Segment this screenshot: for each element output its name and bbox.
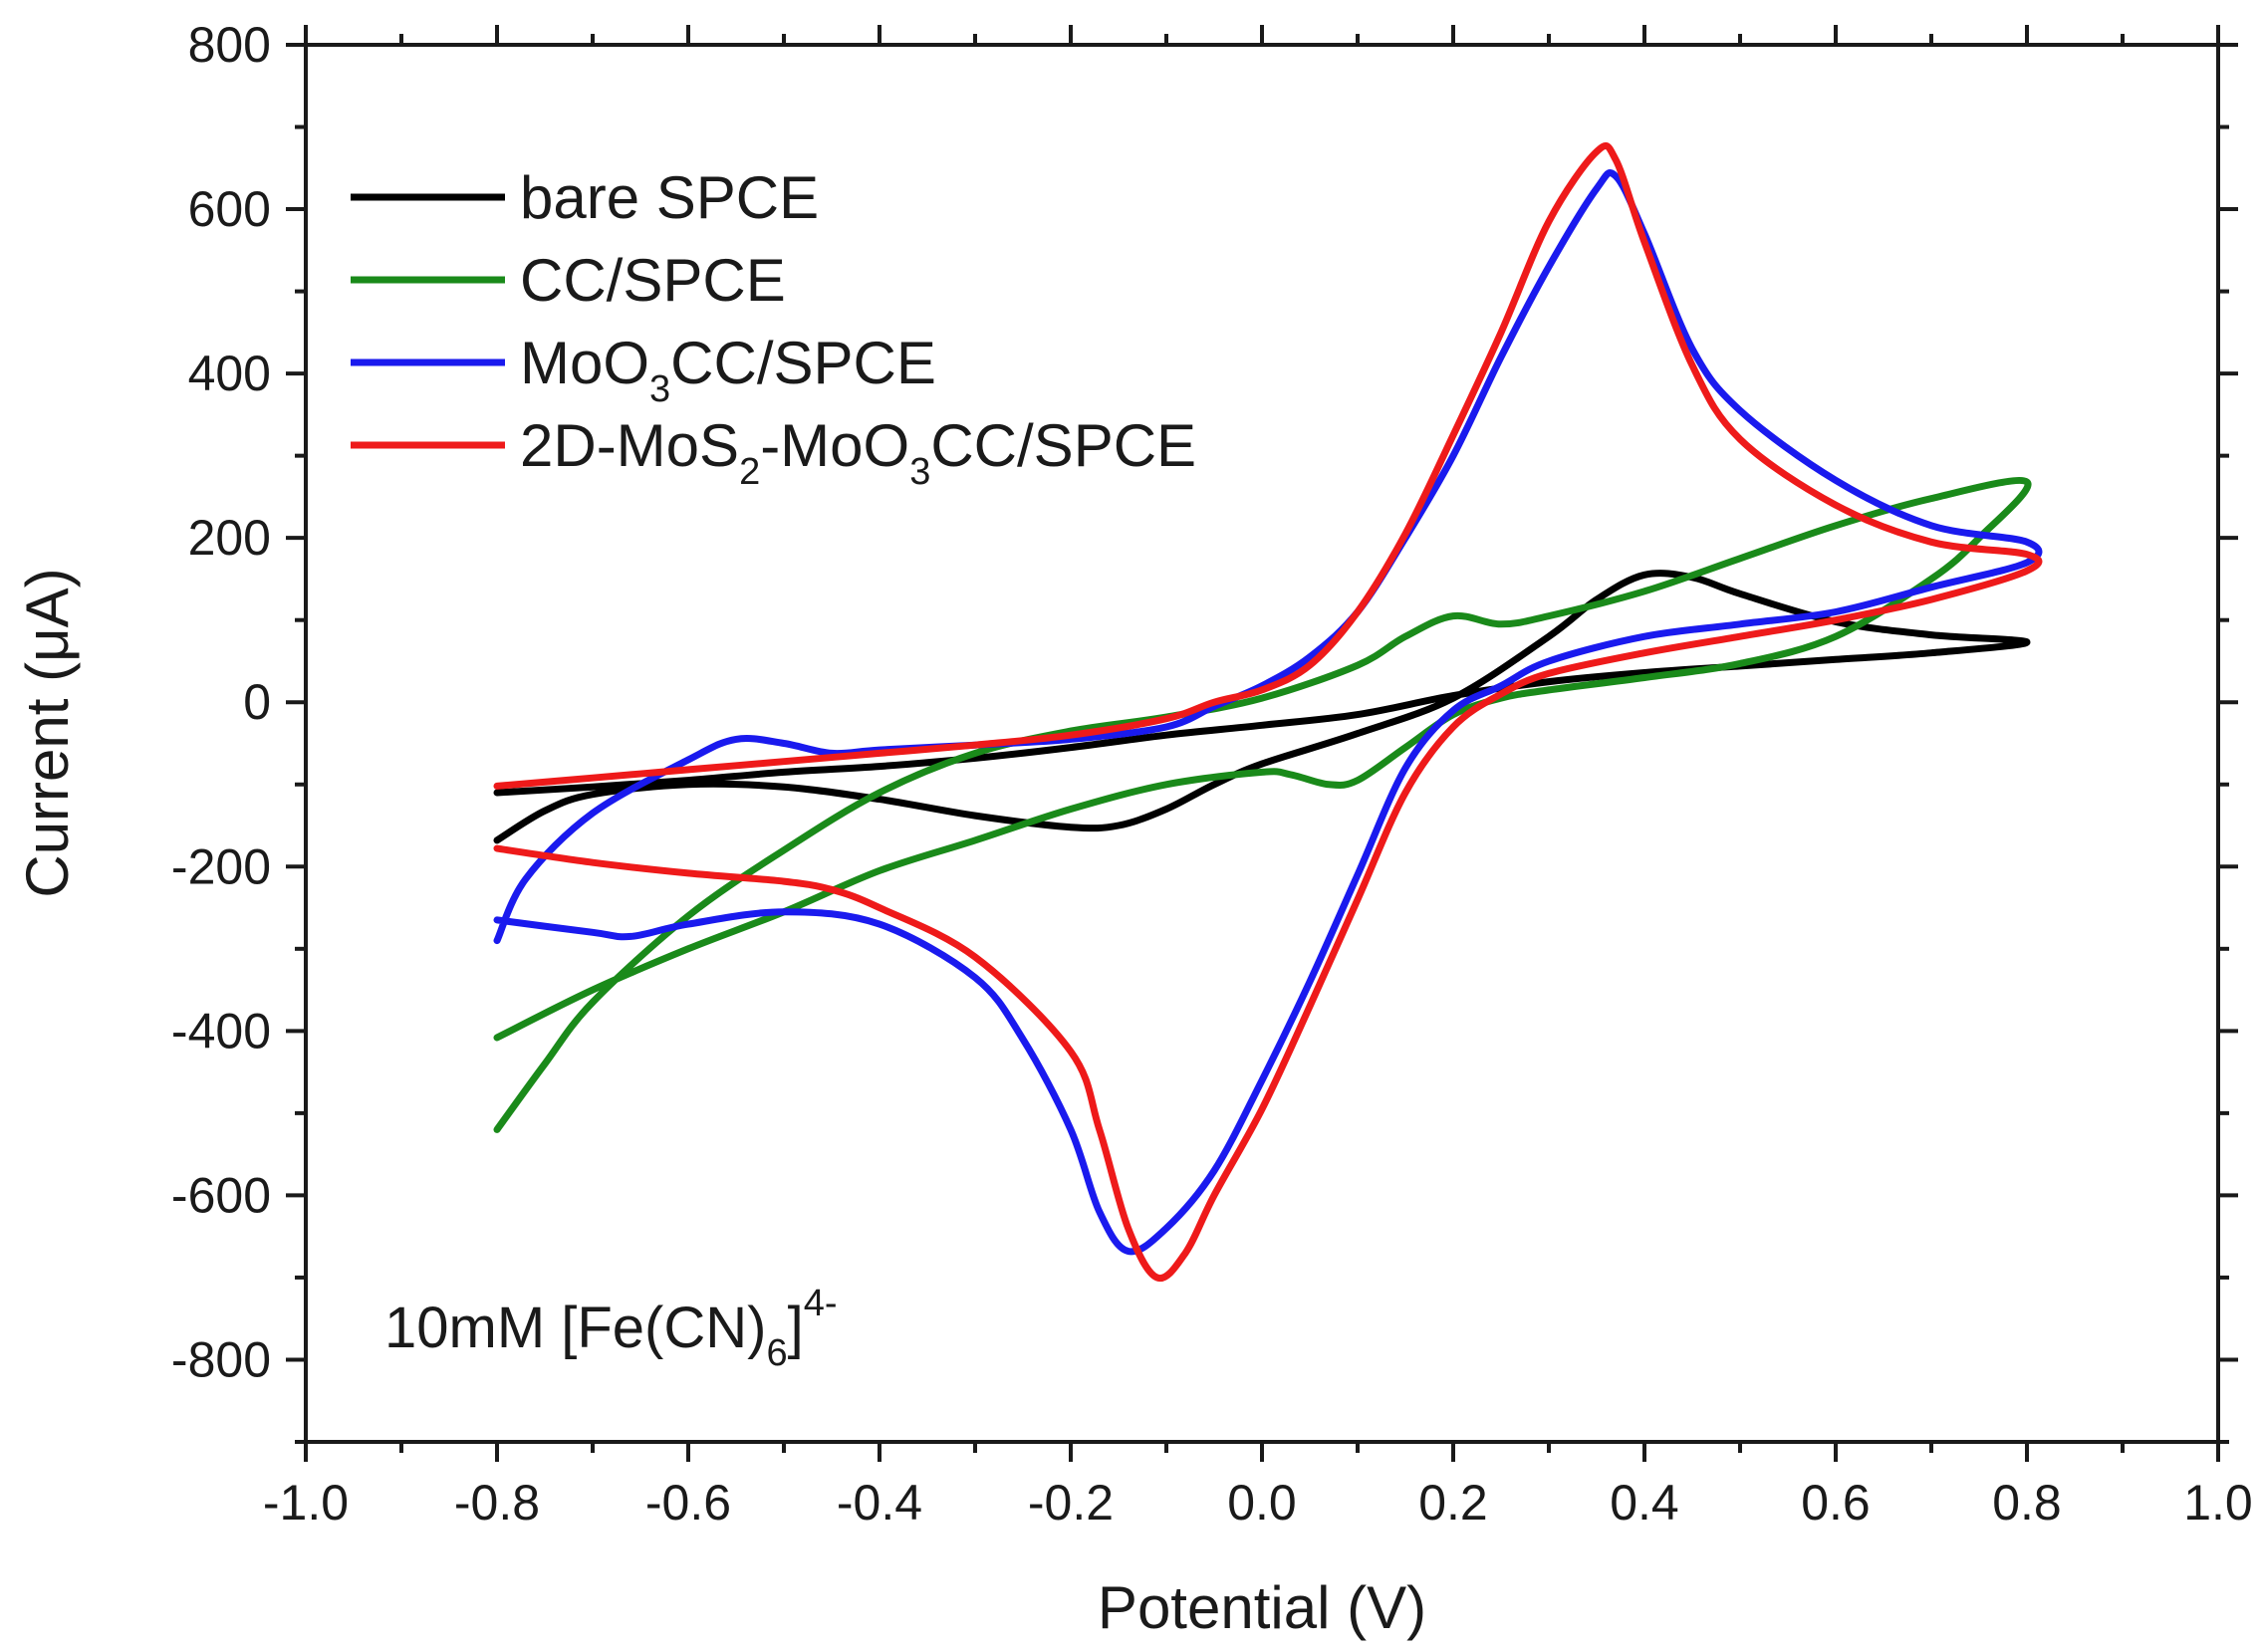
series-layer: [493, 141, 2043, 1283]
annotation-label: 10mM [Fe(CN)6]4-: [384, 1283, 838, 1374]
x-tick-label: -0.6: [645, 1475, 731, 1531]
x-tick-label: -0.4: [837, 1475, 922, 1531]
legend-label-3: MoO3CC/SPCE: [520, 330, 936, 410]
x-tick-label: -0.8: [454, 1475, 540, 1531]
x-tick-label: -1.0: [263, 1475, 349, 1531]
y-tick-label: -200: [171, 838, 271, 894]
series-line-1: [493, 570, 2031, 844]
y-tick-label: -800: [171, 1331, 271, 1387]
y-tick-label: 800: [188, 17, 271, 73]
annotation: 10mM [Fe(CN)6]4-: [384, 1283, 838, 1374]
x-tick-label: 0.6: [1801, 1475, 1871, 1531]
x-tick-label: 1.0: [2183, 1475, 2253, 1531]
y-axis-title: Current (μA): [14, 568, 81, 897]
series-line-4: [493, 141, 2043, 1283]
x-tick-label: 0.0: [1227, 1475, 1297, 1531]
y-tick-label: 400: [188, 346, 271, 401]
tick-labels-layer: -1.0 -0.8 -0.6 -0.4 -0.2 0.0 0.2 0.4 0.6 0.8 1.0 -8…: [171, 17, 2253, 1531]
legend-label-4: 2D-MoS2-MoO3CC/SPCE: [520, 412, 1196, 493]
x-tick-label: 0.4: [1610, 1475, 1679, 1531]
legend-label-1: bare SPCE: [520, 164, 819, 231]
y-tick-label: -600: [171, 1167, 271, 1223]
y-tick-label: 600: [188, 181, 271, 237]
legend-label-2: CC/SPCE: [520, 247, 786, 314]
y-tick-label: 200: [188, 510, 271, 566]
y-tick-label: -400: [171, 1003, 271, 1059]
x-axis-title: Potential (V): [1098, 1574, 1426, 1641]
ticks-layer: [286, 25, 2238, 1462]
x-tick-label: 0.2: [1418, 1475, 1488, 1531]
legend: bare SPCE CC/SPCE MoO3CC/SPCE2D-MoS2-MoO3C…: [351, 164, 1196, 493]
series-line-2: [493, 477, 2032, 1133]
x-tick-label: 0.8: [1992, 1475, 2062, 1531]
series-line-3: [493, 169, 2043, 1256]
y-tick-label: 0: [243, 674, 271, 730]
x-tick-label: -0.2: [1028, 1475, 1114, 1531]
